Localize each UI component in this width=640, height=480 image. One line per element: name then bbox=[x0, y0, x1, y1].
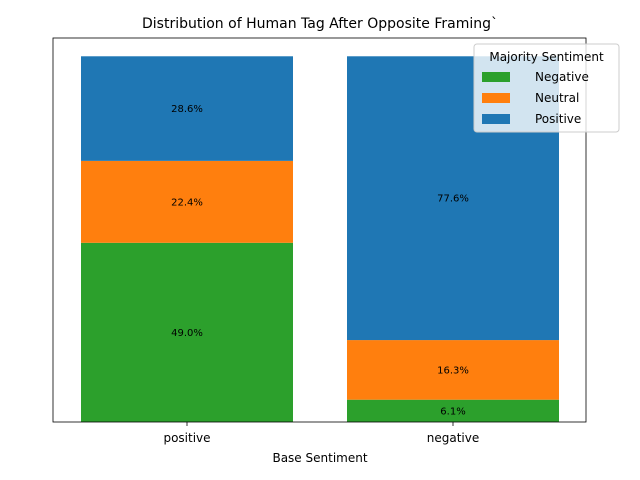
x-tick-label-positive: positive bbox=[163, 431, 210, 445]
data-label-negative-positive: 77.6% bbox=[437, 194, 469, 205]
chart-title: Distribution of Human Tag After Opposite… bbox=[142, 16, 498, 32]
bar-positive-neutral bbox=[81, 160, 293, 243]
x-axis-label: Base Sentiment bbox=[272, 451, 367, 465]
legend-swatch-positive bbox=[482, 114, 510, 124]
legend-label-neutral: Neutral bbox=[535, 91, 579, 105]
data-label-positive-positive: 28.6% bbox=[171, 104, 203, 115]
legend-swatch-negative bbox=[482, 72, 510, 82]
plot-frame bbox=[52, 37, 587, 423]
x-tick-label-negative: negative bbox=[427, 431, 479, 445]
legend: Majority Sentiment Negative Neutral Positiv… bbox=[473, 43, 620, 133]
legend-swatch-neutral bbox=[482, 93, 510, 103]
data-label-negative-negative: 6.1% bbox=[440, 406, 465, 417]
legend-label-negative: Negative bbox=[535, 70, 589, 84]
axes-group: positive negative bbox=[52, 37, 587, 445]
bar-positive-positive bbox=[81, 56, 293, 161]
legend-label-positive: Positive bbox=[535, 112, 581, 126]
legend-box bbox=[473, 43, 620, 133]
bar-positive-negative bbox=[81, 242, 293, 422]
data-label-negative-neutral: 16.3% bbox=[437, 365, 469, 376]
bar-negative-neutral bbox=[347, 340, 559, 400]
legend-title: Majority Sentiment bbox=[489, 50, 604, 64]
data-label-positive-neutral: 22.4% bbox=[171, 197, 203, 208]
bar-negative-negative bbox=[347, 399, 559, 422]
data-label-positive-negative: 49.0% bbox=[171, 328, 203, 339]
